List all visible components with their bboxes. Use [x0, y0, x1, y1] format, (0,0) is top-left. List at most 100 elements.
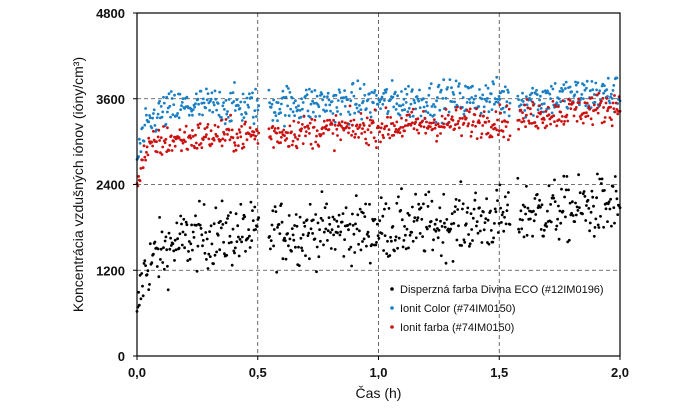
data-point	[177, 246, 181, 250]
data-point	[296, 108, 300, 112]
data-point	[283, 114, 287, 117]
data-point	[358, 125, 361, 129]
data-point	[177, 116, 181, 120]
data-point	[367, 143, 371, 147]
data-point	[462, 238, 466, 242]
data-point	[148, 283, 151, 286]
data-point	[549, 97, 552, 100]
data-point	[171, 113, 175, 116]
data-point	[169, 134, 173, 138]
data-point	[387, 128, 391, 132]
data-point	[208, 99, 212, 103]
data-point	[581, 212, 584, 216]
data-point	[178, 232, 182, 236]
data-point	[601, 97, 605, 100]
data-point	[545, 124, 549, 128]
data-point	[143, 155, 147, 159]
data-point	[219, 138, 222, 142]
data-point	[535, 88, 538, 92]
data-point	[399, 104, 403, 108]
data-point	[391, 122, 395, 125]
data-point	[391, 95, 395, 99]
data-point	[485, 99, 488, 103]
data-point	[583, 101, 587, 104]
data-point	[199, 227, 203, 230]
data-point	[440, 114, 444, 118]
data-point	[280, 130, 284, 134]
data-point	[248, 234, 251, 238]
data-point	[496, 199, 499, 203]
data-point	[251, 209, 254, 213]
data-point	[400, 116, 403, 120]
data-point	[398, 113, 402, 117]
data-point	[412, 127, 416, 131]
data-point	[407, 246, 410, 250]
data-point	[280, 220, 284, 224]
data-point	[298, 215, 302, 219]
data-point	[350, 91, 353, 94]
data-point	[490, 135, 494, 139]
data-point	[194, 141, 198, 145]
data-point	[166, 264, 169, 268]
data-point	[605, 97, 609, 100]
data-point	[578, 191, 582, 195]
data-point	[313, 118, 317, 122]
data-point	[184, 140, 187, 144]
data-point	[201, 138, 205, 142]
data-point	[523, 205, 527, 209]
data-point	[590, 189, 594, 193]
data-point	[170, 97, 174, 100]
data-point	[308, 202, 312, 206]
data-point	[569, 107, 573, 110]
data-point	[302, 221, 306, 225]
data-point	[145, 150, 148, 154]
data-point	[237, 104, 240, 107]
data-point	[375, 241, 378, 244]
data-point	[459, 106, 463, 110]
data-point	[444, 96, 448, 100]
data-point	[599, 182, 603, 185]
data-point	[328, 103, 332, 107]
data-point	[271, 209, 275, 213]
data-point	[350, 264, 353, 268]
data-point	[539, 228, 543, 231]
data-point	[410, 230, 414, 234]
data-point	[429, 220, 433, 223]
data-point	[412, 220, 416, 223]
data-point	[451, 260, 455, 263]
data-point	[422, 202, 425, 206]
data-point	[196, 244, 200, 248]
data-point	[357, 242, 360, 246]
data-point	[540, 102, 544, 106]
data-point	[482, 110, 486, 113]
data-point	[458, 91, 462, 95]
data-point	[337, 213, 341, 217]
data-point	[557, 118, 561, 122]
data-point	[486, 218, 490, 222]
data-point	[252, 130, 256, 134]
data-point	[445, 218, 449, 221]
data-point	[531, 100, 534, 104]
data-point	[434, 123, 438, 127]
data-point	[612, 107, 616, 110]
data-point	[141, 126, 144, 129]
data-point	[200, 233, 204, 237]
data-point	[325, 109, 328, 113]
data-point	[578, 101, 581, 104]
data-point	[544, 91, 548, 95]
data-point	[255, 129, 259, 133]
data-point	[372, 136, 376, 140]
data-point	[568, 201, 572, 205]
data-point	[144, 264, 148, 267]
data-point	[424, 131, 428, 135]
data-point	[362, 83, 366, 86]
data-point	[508, 101, 512, 105]
data-point	[399, 126, 403, 129]
data-point	[194, 133, 197, 137]
data-point	[457, 126, 461, 130]
data-point	[299, 129, 303, 133]
data-point	[178, 92, 182, 96]
data-point	[204, 135, 208, 139]
data-point	[181, 230, 185, 234]
data-point	[554, 228, 558, 231]
